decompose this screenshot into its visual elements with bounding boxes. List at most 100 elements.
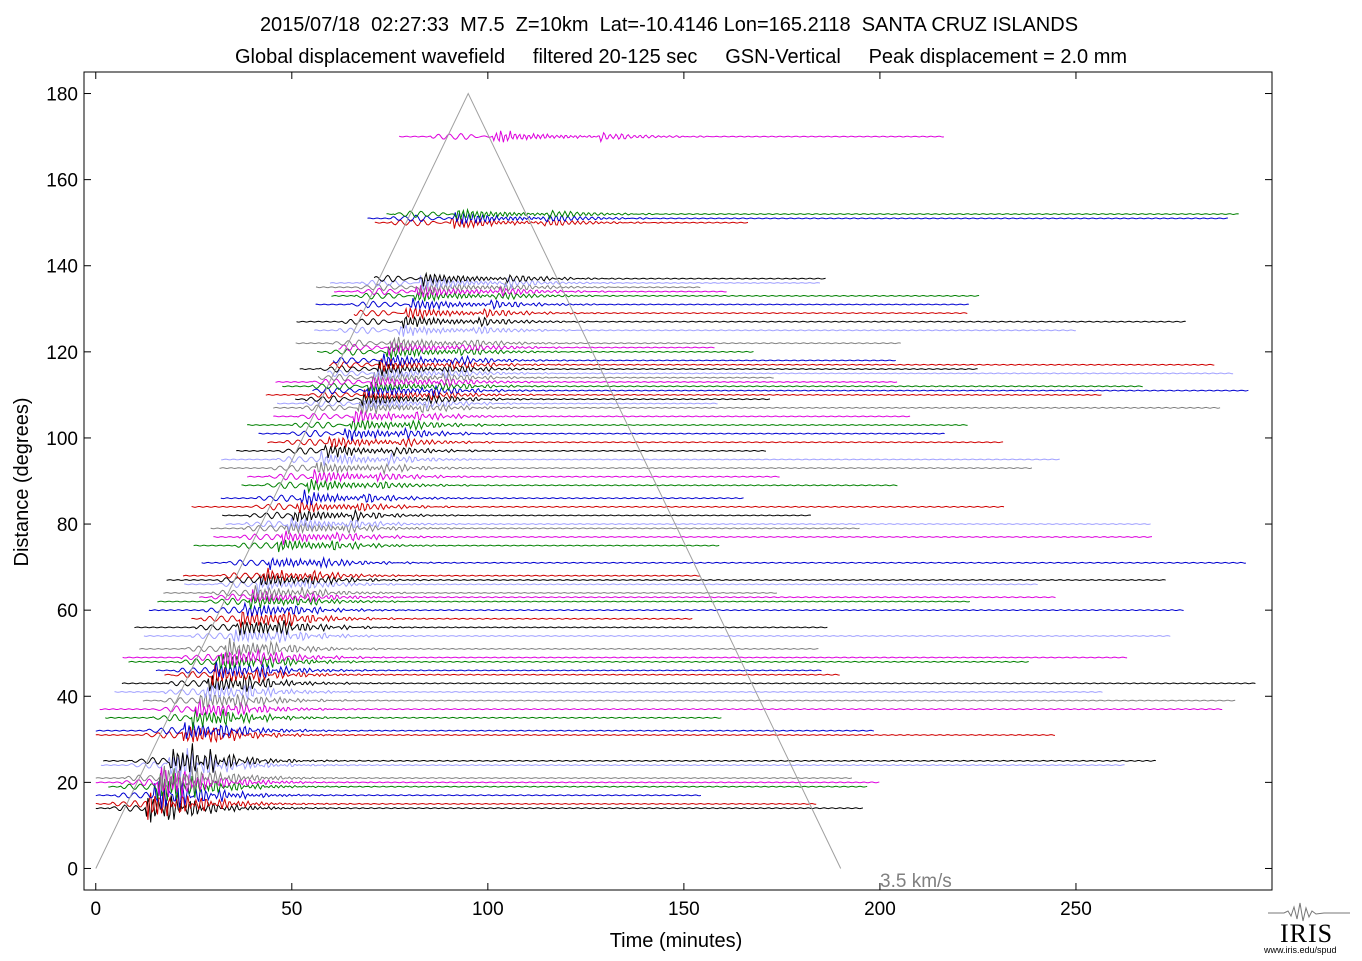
seismic-trace — [148, 601, 1184, 617]
seismic-trace — [273, 401, 1221, 415]
seismic-trace — [139, 638, 819, 659]
seismic-trace — [315, 281, 701, 295]
seismic-trace — [225, 517, 1151, 532]
seismogram-logo-icon — [1268, 902, 1350, 922]
seismic-trace — [329, 275, 821, 290]
seismic-trace — [199, 589, 1056, 604]
seismic-trace — [166, 573, 1166, 587]
y-tick-label: 120 — [46, 343, 78, 364]
seismic-trace — [331, 289, 980, 303]
seismic-trace — [265, 387, 1102, 402]
seismic-trace — [275, 375, 898, 389]
seismic-trace — [386, 207, 1239, 221]
seismic-trace — [328, 358, 1215, 372]
seismic-trace — [100, 748, 1125, 779]
reference-velocity-line — [95, 92, 842, 869]
seismic-trace — [114, 683, 1103, 701]
y-tick-label: 60 — [57, 601, 78, 622]
seismic-trace — [191, 609, 693, 628]
seismic-trace — [95, 722, 874, 739]
seismic-trace — [273, 409, 911, 423]
seismic-trace — [367, 212, 1228, 225]
y-tick-label: 180 — [46, 85, 78, 106]
seismic-trace — [164, 662, 840, 686]
reference-line-label: 3.5 km/s — [880, 871, 952, 892]
seismic-trace — [295, 336, 901, 350]
seismic-trace — [312, 384, 1249, 397]
x-tick-label: 100 — [472, 899, 504, 920]
y-tick-label: 140 — [46, 257, 78, 278]
y-axis-label: Distance (degrees) — [11, 398, 33, 567]
seismic-trace — [338, 341, 715, 356]
seismic-trace — [210, 521, 860, 535]
seismic-trace — [95, 726, 1056, 744]
y-axis: 0 20 40 60 80 100 120 140 160 180 — [46, 85, 1272, 880]
seismic-trace — [143, 627, 1171, 644]
seismic-trace — [220, 489, 744, 506]
seismic-trace — [317, 371, 774, 384]
seismic-trace — [105, 708, 722, 731]
y-tick-label: 20 — [57, 773, 78, 794]
seismic-trace — [296, 315, 1186, 329]
seismic-trace — [155, 660, 822, 679]
seismic-trace — [201, 555, 1246, 570]
seismic-trace — [333, 284, 727, 299]
seismic-trace — [332, 353, 896, 368]
seismic-trace — [221, 450, 1060, 467]
chart-subtitle: Global displacement wavefield filtered 2… — [234, 46, 1128, 68]
seismic-trace — [213, 530, 1153, 545]
seismic-trace — [258, 426, 945, 441]
seismic-trace — [103, 743, 1156, 773]
x-tick-label: 250 — [1060, 899, 1092, 920]
seismic-trace — [282, 380, 1143, 392]
x-axis: 0 50 100 150 200 250 — [90, 72, 1092, 920]
chart-title: 2015/07/18 02:27:33 M7.5 Z=10km Lat=-10.… — [259, 14, 1079, 36]
y-tick-label: 0 — [67, 859, 78, 880]
seismic-trace — [374, 216, 749, 230]
y-tick-label: 40 — [57, 687, 78, 708]
seismic-trace — [236, 443, 767, 459]
seismic-trace — [108, 768, 868, 801]
x-tick-label: 50 — [281, 899, 302, 920]
plot-frame — [83, 71, 1273, 891]
seismic-trace — [95, 765, 853, 792]
seismic-trace — [142, 693, 1236, 709]
seismic-trace — [295, 392, 771, 406]
reference-line-group — [95, 92, 842, 869]
seismic-trace — [219, 462, 1033, 476]
seismic-trace — [222, 508, 812, 523]
seismic-trace — [99, 698, 1223, 717]
seismic-trace — [327, 367, 1234, 379]
y-tick-label: 100 — [46, 429, 78, 450]
seismic-trace — [128, 653, 1029, 670]
seismic-trace — [184, 577, 1038, 594]
seismic-trace — [134, 620, 828, 636]
x-tick-label: 150 — [668, 899, 700, 920]
seismic-trace — [95, 780, 702, 809]
seismic-trace — [193, 539, 720, 553]
seismic-trace — [299, 361, 978, 376]
seismic-trace — [95, 795, 864, 823]
seismic-trace — [163, 585, 778, 600]
traces-group — [95, 130, 1256, 823]
seismic-trace — [122, 648, 1128, 666]
seismic-trace — [353, 305, 968, 320]
y-tick-label: 80 — [57, 515, 78, 536]
seismic-trace — [182, 567, 701, 582]
x-tick-label: 200 — [864, 899, 896, 920]
seismic-trace — [373, 271, 826, 287]
seismic-trace — [276, 397, 718, 411]
seismic-trace — [95, 787, 817, 820]
seismic-trace — [191, 499, 1005, 514]
iris-logo-text: IRIS — [1280, 919, 1334, 948]
iris-logo: IRIS www.iris.edu/spud — [1264, 899, 1354, 957]
seismic-trace — [157, 595, 970, 610]
seismic-trace — [247, 469, 780, 484]
y-tick-label: 160 — [46, 171, 78, 192]
x-tick-label: 0 — [90, 899, 101, 920]
seismic-trace — [315, 297, 969, 311]
seismic-trace — [398, 130, 944, 144]
seismic-trace — [121, 674, 1256, 692]
seismic-trace — [247, 417, 968, 432]
